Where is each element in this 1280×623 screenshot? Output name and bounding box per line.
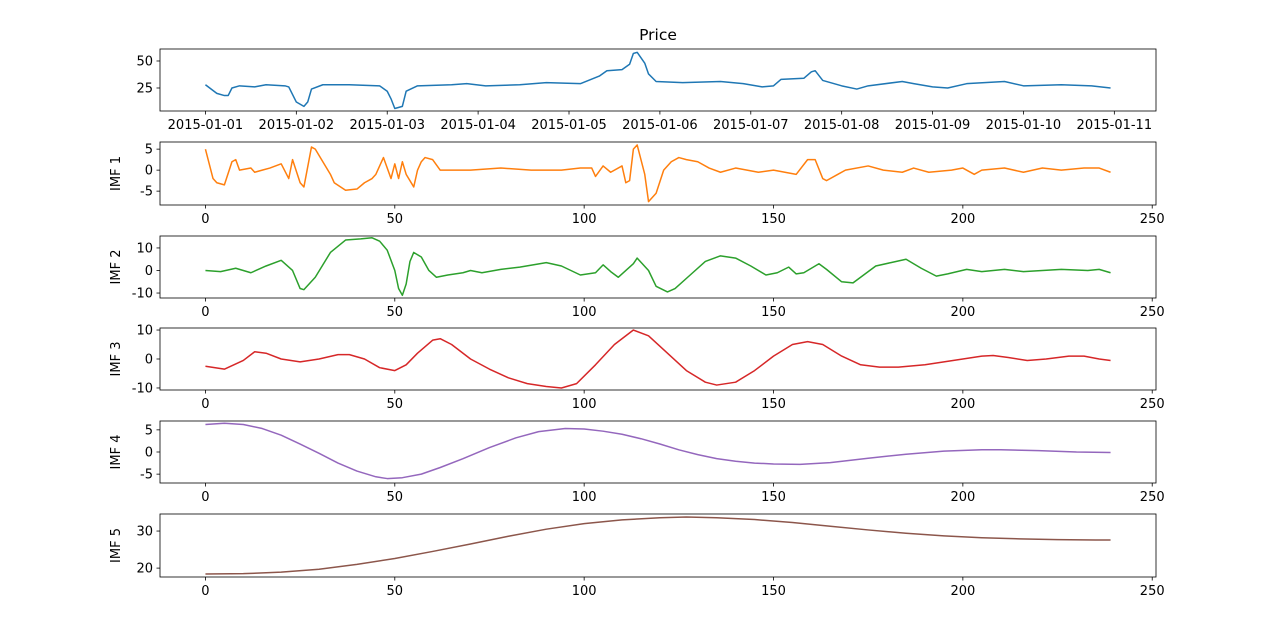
x-tick-label: 200 bbox=[950, 212, 975, 227]
y-tick-label: 5 bbox=[145, 423, 153, 438]
plot-area bbox=[205, 422, 1111, 480]
x-tick-label: 2015-01-07 bbox=[713, 118, 789, 133]
x-tick-label: 150 bbox=[761, 584, 786, 599]
x-tick-label: 200 bbox=[950, 584, 975, 599]
x-tick-label: 200 bbox=[950, 397, 975, 412]
y-axis-label: IMF 1 bbox=[109, 156, 124, 191]
data-line bbox=[205, 516, 1111, 575]
y-tick-label: -5 bbox=[140, 468, 153, 483]
y-axis-label: IMF 3 bbox=[109, 342, 124, 377]
x-tick-label: 100 bbox=[572, 584, 597, 599]
x-tick-label: 2015-01-11 bbox=[1077, 118, 1153, 133]
x-tick-label: 50 bbox=[387, 490, 404, 505]
axes-frame bbox=[159, 48, 1157, 112]
x-tick-label: 0 bbox=[201, 584, 209, 599]
x-tick-label: 250 bbox=[1140, 490, 1165, 505]
x-tick-label: 2015-01-01 bbox=[168, 118, 244, 133]
y-tick-label: 0 bbox=[145, 353, 153, 368]
x-tick-label: 50 bbox=[387, 584, 404, 599]
axes-frame bbox=[159, 420, 1157, 484]
x-tick-label: 100 bbox=[572, 305, 597, 320]
x-tick-label: 50 bbox=[387, 397, 404, 412]
y-axis-label: IMF 4 bbox=[109, 435, 124, 470]
x-tick-label: 150 bbox=[761, 490, 786, 505]
y-tick-label: 10 bbox=[136, 241, 153, 256]
plot-area bbox=[205, 516, 1111, 575]
x-tick-label: 150 bbox=[761, 305, 786, 320]
x-tick-label: 50 bbox=[387, 212, 404, 227]
x-tick-label: 0 bbox=[201, 490, 209, 505]
x-tick-label: 2015-01-04 bbox=[440, 118, 516, 133]
x-tick-label: 50 bbox=[387, 305, 404, 320]
x-tick-label: 200 bbox=[950, 305, 975, 320]
y-tick-label: -10 bbox=[132, 381, 153, 396]
y-tick-label: 30 bbox=[136, 525, 153, 540]
y-tick-label: -10 bbox=[132, 287, 153, 302]
axes-frame bbox=[159, 513, 1157, 578]
x-tick-label: 100 bbox=[572, 212, 597, 227]
x-tick-label: 150 bbox=[761, 212, 786, 227]
x-tick-label: 250 bbox=[1140, 212, 1165, 227]
y-tick-label: -5 bbox=[140, 185, 153, 200]
y-tick-label: 25 bbox=[136, 81, 153, 96]
data-line bbox=[205, 422, 1111, 480]
axes-frame bbox=[159, 327, 1157, 391]
x-tick-label: 100 bbox=[572, 490, 597, 505]
y-tick-label: 50 bbox=[136, 54, 153, 69]
x-tick-label: 2015-01-03 bbox=[349, 118, 425, 133]
x-tick-label: 2015-01-05 bbox=[531, 118, 607, 133]
x-tick-label: 0 bbox=[201, 305, 209, 320]
plot-area bbox=[205, 329, 1111, 389]
data-line bbox=[205, 329, 1111, 389]
y-tick-label: 5 bbox=[145, 143, 153, 158]
x-tick-label: 250 bbox=[1140, 397, 1165, 412]
x-tick-label: 0 bbox=[201, 212, 209, 227]
y-tick-label: 0 bbox=[145, 264, 153, 279]
x-tick-label: 250 bbox=[1140, 584, 1165, 599]
x-tick-label: 2015-01-09 bbox=[895, 118, 971, 133]
x-tick-label: 2015-01-02 bbox=[259, 118, 335, 133]
y-tick-label: 0 bbox=[145, 446, 153, 461]
plot-area bbox=[205, 237, 1111, 297]
y-axis-label: IMF 2 bbox=[109, 250, 124, 285]
plot-area bbox=[204, 51, 1111, 110]
x-tick-label: 2015-01-06 bbox=[622, 118, 698, 133]
subplot-title: Price bbox=[639, 26, 677, 44]
x-tick-label: 200 bbox=[950, 490, 975, 505]
y-axis-label: IMF 5 bbox=[109, 528, 124, 563]
axes-frame bbox=[159, 235, 1157, 299]
x-tick-label: 100 bbox=[572, 397, 597, 412]
data-line bbox=[204, 51, 1111, 110]
x-tick-label: 250 bbox=[1140, 305, 1165, 320]
axes-frame bbox=[159, 141, 1157, 206]
y-tick-label: 10 bbox=[136, 324, 153, 339]
x-tick-label: 2015-01-08 bbox=[804, 118, 880, 133]
data-line bbox=[204, 144, 1111, 203]
data-line bbox=[205, 237, 1111, 297]
x-tick-label: 0 bbox=[201, 397, 209, 412]
y-tick-label: 20 bbox=[136, 562, 153, 577]
x-tick-label: 150 bbox=[761, 397, 786, 412]
x-tick-label: 2015-01-10 bbox=[986, 118, 1062, 133]
plot-area bbox=[204, 144, 1111, 203]
y-tick-label: 0 bbox=[145, 164, 153, 179]
